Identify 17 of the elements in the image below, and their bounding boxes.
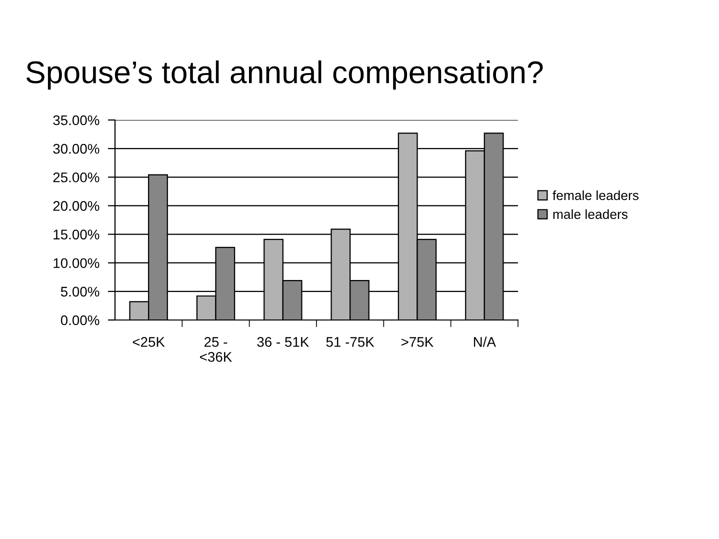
y-tick-label: 25.00%: [53, 172, 100, 182]
x-tick-label: 36 - 51K: [257, 337, 310, 347]
y-tick-label: 30.00%: [53, 144, 100, 154]
y-tick-label: 20.00%: [53, 201, 100, 211]
x-tick-label: >75K: [402, 337, 434, 347]
y-tick-label: 0.00%: [60, 315, 100, 326]
x-tick-label: <25K: [132, 337, 165, 347]
y-tick-label: 15.00%: [54, 230, 100, 240]
legend-label: female leaders: [552, 190, 639, 200]
y-tick-label: 35.00%: [53, 115, 100, 126]
y-tick-label: 10.00%: [54, 258, 100, 268]
x-tick-label: 25 - <36K: [200, 337, 232, 362]
y-tick-label: 5.00%: [60, 286, 100, 297]
x-tick-label: 51 -75K: [326, 337, 374, 347]
legend-label: male leaders: [553, 209, 628, 219]
x-tick-label: N/A: [474, 336, 496, 347]
chart-title: Spouse’s total annual compensation?: [26, 60, 543, 90]
